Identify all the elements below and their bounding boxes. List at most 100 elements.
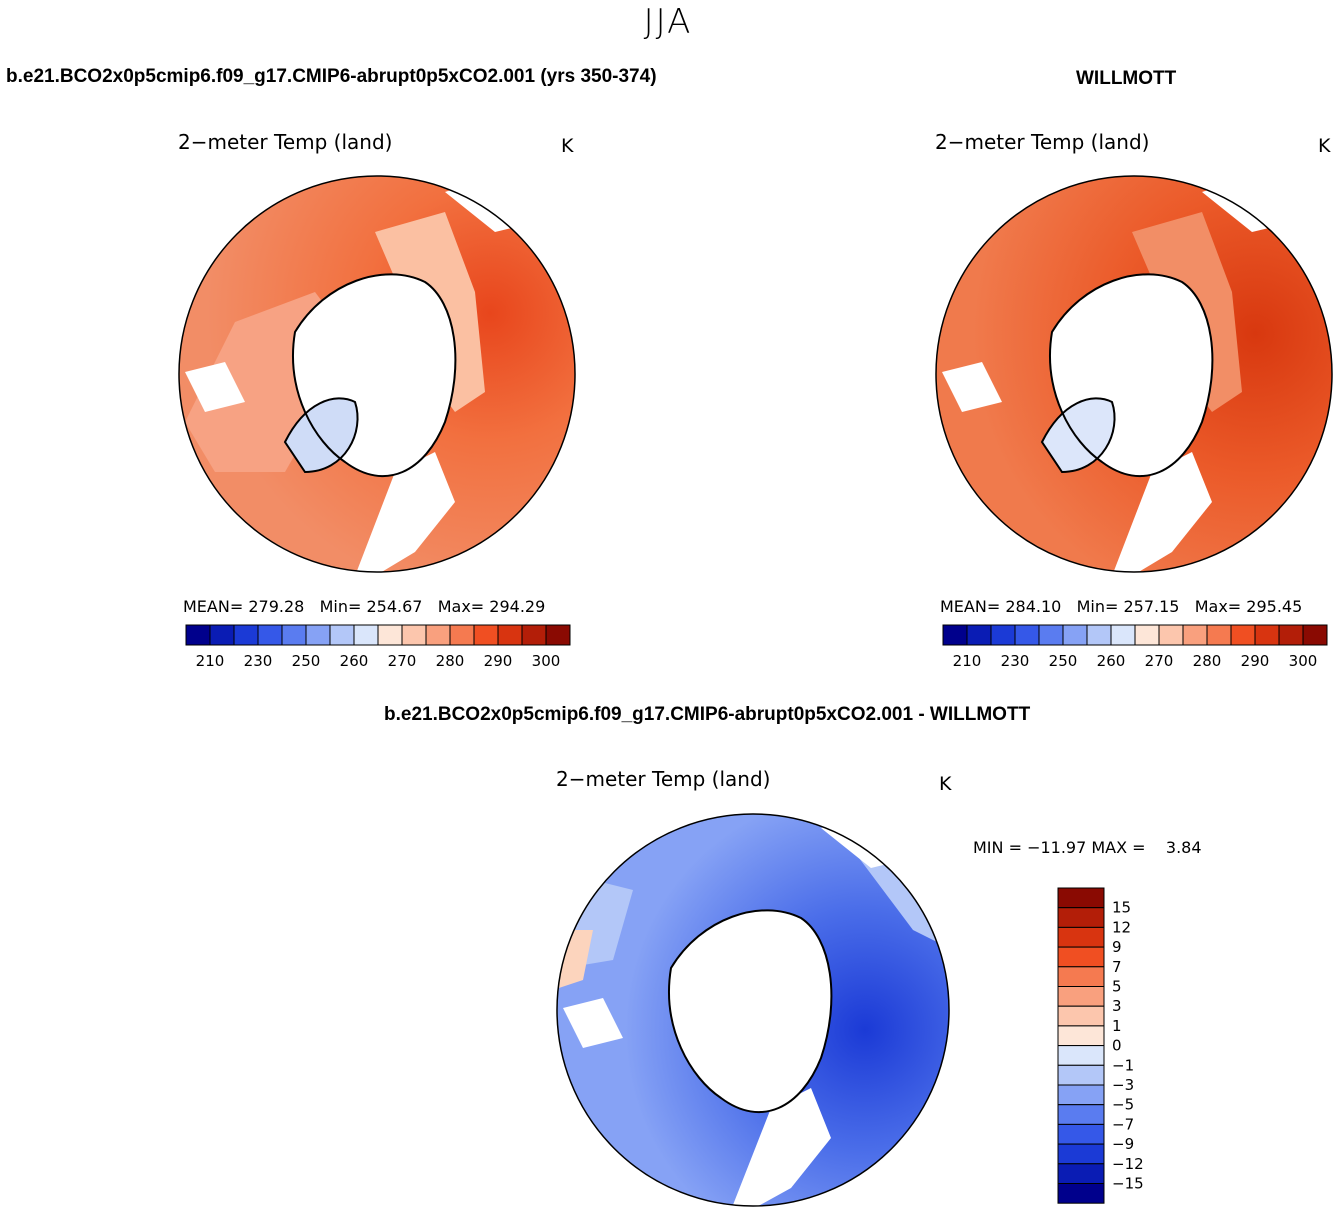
panel1-colorbar-box — [305, 624, 331, 646]
panel1-units: K — [561, 135, 574, 157]
panel1-mean-value: 279.28 — [248, 597, 305, 616]
panel1-plot-title: 2−meter Temp (land) — [178, 130, 393, 154]
diff-colorbar-tick-label: −5 — [1112, 1096, 1134, 1114]
panel1-min-label: Min= — [319, 597, 362, 616]
panel2-max-label: Max= — [1194, 597, 1242, 616]
diff-colorbar-box — [1057, 1025, 1105, 1047]
panel2-colorbar-boxes — [942, 624, 1328, 646]
panel1-mean-label: MEAN= — [183, 597, 244, 616]
diff-colorbar-tick-label: −12 — [1112, 1155, 1144, 1173]
panel1-colorbar-labels: 210 230 250 260 270 280 290 300 — [196, 652, 561, 670]
diff-case-title: b.e21.BCO2x0p5cmip6.f09_g17.CMIP6-abrupt… — [384, 704, 1031, 725]
diff-units: K — [939, 773, 952, 795]
panel2-colorbar-box — [1278, 624, 1304, 646]
diff-colorbar-box — [1057, 1163, 1105, 1184]
diff-colorbar-tick-label: −3 — [1112, 1076, 1134, 1094]
panel2-map-border — [935, 175, 1333, 573]
panel1-colorbar-tick-label: 230 — [244, 652, 273, 670]
panel1-colorbar-tick-label: 250 — [292, 652, 321, 670]
panel1-colorbar-box — [257, 624, 283, 646]
panel2-colorbar-box — [990, 624, 1016, 646]
panel2-colorbar-tick-label: 270 — [1145, 652, 1174, 670]
panel1-max-value: 294.29 — [489, 597, 546, 616]
panel2-colorbar-box — [942, 624, 968, 646]
panel1-colorbar: 210 230 250 260 270 280 290 300 — [185, 624, 571, 670]
panel1-colorbar-box — [545, 624, 571, 646]
diff-colorbar-tick-label: −15 — [1112, 1175, 1144, 1193]
diff-colorbar-box — [1057, 1104, 1105, 1125]
diff-colorbar-tick-label: −9 — [1112, 1135, 1134, 1153]
panel1-min-value: 254.67 — [366, 597, 423, 616]
panel1-map-border — [178, 175, 576, 573]
panel1-colorbar-box — [329, 624, 355, 646]
panel2-colorbar-tick-label: 260 — [1097, 652, 1126, 670]
diff-colorbar-box — [1057, 1064, 1105, 1086]
panel1-colorbar-box — [521, 624, 547, 646]
diff-colorbar-box — [1057, 966, 1105, 988]
panel1-colorbar-box — [425, 624, 451, 646]
panel2-min-value: 257.15 — [1123, 597, 1180, 616]
panel1-colorbar-box — [209, 624, 235, 646]
panel2-colorbar-box — [1134, 624, 1160, 646]
diff-colorbar-box — [1057, 1045, 1105, 1066]
panel2-colorbar-box — [1038, 624, 1064, 646]
panel1-colorbar-box — [185, 624, 211, 646]
panel2-colorbar-box — [1086, 624, 1112, 646]
diff-colorbar-tick-label: 12 — [1112, 918, 1131, 936]
panel1-greenland-coast — [283, 397, 359, 474]
panel2-greenland-coast — [1040, 397, 1116, 474]
diff-colorbar-box — [1057, 946, 1105, 968]
panel2-europe-sea — [1112, 452, 1212, 572]
panel2-colorbar-tick-label: 300 — [1289, 652, 1318, 670]
panel1-colorbar-box — [473, 624, 499, 646]
panel2-hudson-bay — [942, 362, 1002, 412]
diff-colorbar-tick-label: 3 — [1112, 997, 1122, 1015]
diff-colorbar-tick-label: 0 — [1112, 1037, 1122, 1055]
panel1-hudson-bay — [185, 362, 245, 412]
panel1-colorbar-tick-label: 270 — [388, 652, 417, 670]
panel1-europe-sea — [355, 452, 455, 572]
diff-polar-map — [556, 813, 950, 1207]
panel2-colorbar-box — [966, 624, 992, 646]
panel2-colorbar-tick-label: 230 — [1001, 652, 1030, 670]
diff-map-border — [556, 813, 950, 1207]
panel2-colorbar-labels: 210 230 250 260 270 280 290 300 — [953, 652, 1318, 670]
panel1-colorbar-tick-label: 260 — [340, 652, 369, 670]
diff-colorbar-box — [1057, 1183, 1105, 1204]
diff-coastline — [668, 909, 833, 1114]
diff-colorbar-box — [1057, 926, 1105, 948]
panel1-coastline — [292, 273, 457, 478]
diff-colorbar-tick-label: −1 — [1112, 1056, 1134, 1074]
panel1-colorbar-tick-label: 210 — [196, 652, 225, 670]
panel2-colorbar: 210 230 250 260 270 280 290 300 — [942, 624, 1328, 670]
panel1-colorbar-box — [377, 624, 403, 646]
panel2-colorbar-tick-label: 250 — [1049, 652, 1078, 670]
diff-colorbar-box — [1057, 1005, 1105, 1027]
panel1-colorbar-box — [353, 624, 379, 646]
panel2-colorbar-tick-label: 210 — [953, 652, 982, 670]
panel2-units: K — [1318, 135, 1331, 157]
panel1-colorbar-box — [497, 624, 523, 646]
diff-colorbar-box — [1057, 1084, 1105, 1106]
panel2-colorbar-tick-label: 290 — [1241, 652, 1270, 670]
panel2-coastline — [1049, 273, 1214, 478]
panel1-colorbar-box — [281, 624, 307, 646]
diff-colorbar-boxes — [1057, 887, 1105, 1204]
panel1-colorbar-box — [401, 624, 427, 646]
panel1-colorbar-tick-label: 280 — [436, 652, 465, 670]
diff-colorbar-box — [1057, 887, 1105, 909]
diff-colorbar-tick-label: 5 — [1112, 978, 1122, 996]
panel1-colorbar-boxes — [185, 624, 571, 646]
panel2-colorbar-box — [1254, 624, 1280, 646]
panel2-colorbar-box — [1158, 624, 1184, 646]
panel1-colorbar-tick-label: 290 — [484, 652, 513, 670]
panel1-case-title: b.e21.BCO2x0p5cmip6.f09_g17.CMIP6-abrupt… — [6, 66, 657, 87]
diff-hudson-bay — [563, 998, 623, 1048]
panel2-polar-map — [935, 175, 1333, 573]
panel2-min-label: Min= — [1076, 597, 1119, 616]
panel1-colorbar-box — [233, 624, 259, 646]
panel2-colorbar-box — [1014, 624, 1040, 646]
panel2-case-title: WILLMOTT — [1076, 68, 1177, 89]
panel1-colorbar-tick-label: 300 — [532, 652, 561, 670]
